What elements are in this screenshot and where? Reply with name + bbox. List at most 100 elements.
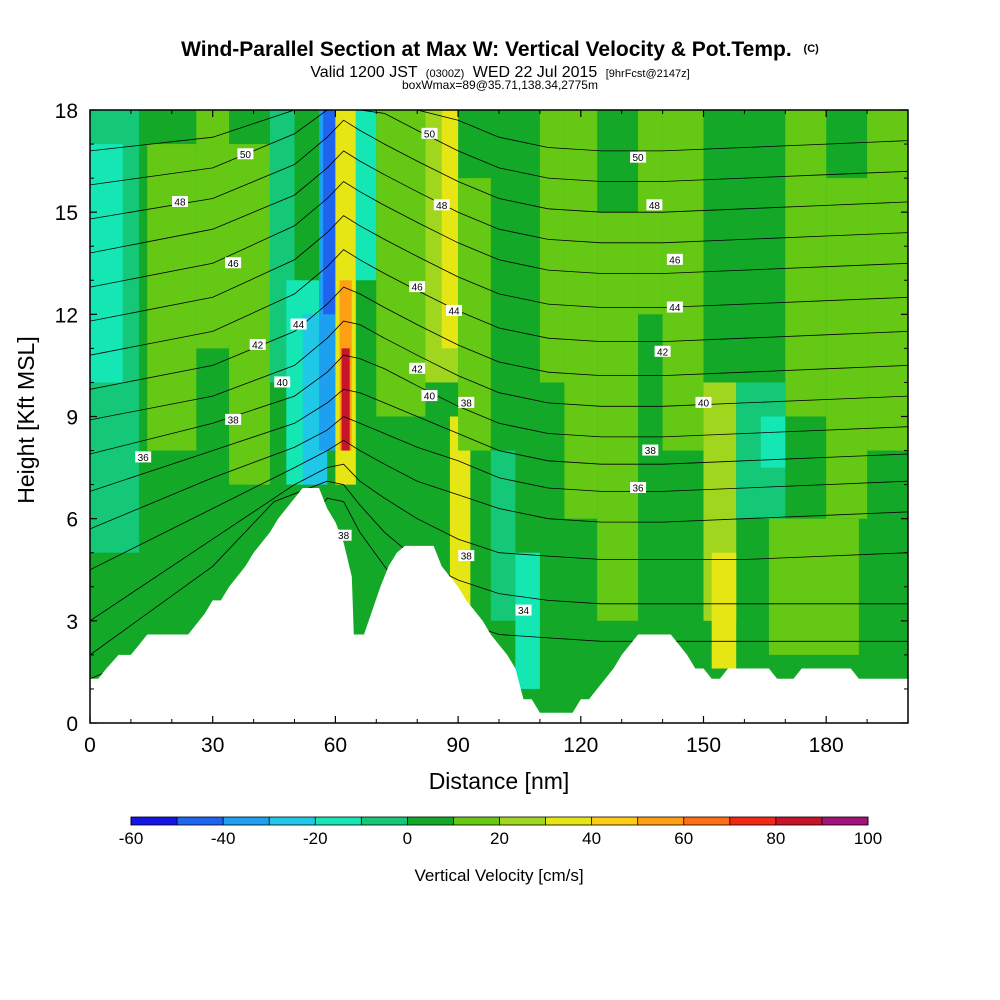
colorbar-tick-label-1: -40 — [211, 829, 236, 848]
svg-text:48: 48 — [649, 201, 661, 212]
colorbar-swatch-10 — [591, 817, 638, 825]
colorbar-swatch-12 — [683, 817, 730, 825]
contour-labels: 36 38 40 42 44 46 48 50 38 42 40 38 46 44 48 50 38 34 50 48… — [135, 127, 712, 617]
valid-date: WED 22 Jul 2015 — [473, 64, 598, 81]
x-axis-label: Distance [nm] — [429, 768, 570, 794]
terrain — [90, 488, 908, 723]
y-tick-label-0: 0 — [66, 713, 78, 736]
chart-title: Wind-Parallel Section at Max W: Vertical… — [181, 38, 792, 61]
svg-text:44: 44 — [669, 303, 681, 314]
theta-contour-5 — [90, 388, 908, 492]
w-cell-22 — [515, 552, 540, 689]
svg-text:42: 42 — [252, 340, 264, 351]
y-tick-label-4: 12 — [55, 304, 78, 327]
colorbar-tick-label-0: -60 — [119, 829, 144, 848]
colorbar-swatch-13 — [729, 817, 776, 825]
svg-text:36: 36 — [138, 453, 150, 464]
theta-label-19: 48 — [646, 199, 663, 212]
theta-label-12: 46 — [409, 281, 426, 294]
svg-text:42: 42 — [412, 364, 424, 375]
theta-label-13: 44 — [446, 304, 463, 317]
theta-label-18: 50 — [630, 151, 647, 164]
svg-text:40: 40 — [424, 392, 436, 403]
colorbar-swatch-4 — [315, 817, 362, 825]
svg-text:38: 38 — [228, 415, 240, 426]
y-tick-label-1: 3 — [66, 611, 78, 634]
w-cell-19 — [449, 416, 471, 621]
y-axis-label: Height [Kft MSL] — [13, 336, 39, 503]
theta-label-23: 40 — [695, 396, 712, 409]
colorbar-swatch-11 — [637, 817, 684, 825]
x-tick-label-1: 30 — [201, 734, 224, 757]
colorbar-swatch-5 — [361, 817, 408, 825]
svg-text:Valid 1200 JST (0300Z): Valid 1200 JST (0300Z) WED 22 Jul 2015 [… — [310, 64, 689, 81]
theta-label-11: 38 — [458, 396, 475, 409]
svg-text:46: 46 — [412, 283, 424, 294]
svg-text:38: 38 — [645, 446, 657, 457]
theta-label-21: 44 — [666, 301, 683, 314]
theta-label-4: 44 — [290, 318, 307, 331]
theta-contour-6 — [90, 354, 908, 455]
colorbar-swatch-3 — [269, 817, 316, 825]
theta-label-3: 42 — [249, 338, 266, 351]
svg-text:34: 34 — [518, 606, 530, 617]
w-cell-24 — [564, 110, 598, 519]
theta-label-24: 38 — [642, 444, 659, 457]
svg-text:38: 38 — [461, 398, 473, 409]
w-cell-32 — [785, 110, 827, 417]
colorbar-swatch-8 — [499, 817, 546, 825]
vertical-velocity-field — [90, 110, 908, 723]
forecast-info: [9hrFcst@2147z] — [606, 68, 690, 80]
theta-label-10: 40 — [421, 390, 438, 403]
svg-text:48: 48 — [436, 201, 448, 212]
theta-contour-2 — [90, 463, 908, 622]
y-tick-label-6: 18 — [55, 100, 78, 123]
svg-text:40: 40 — [698, 398, 710, 409]
w-cell-33 — [826, 178, 868, 519]
theta-label-8: 38 — [335, 529, 352, 542]
colorbar-tick-label-3: 0 — [403, 829, 412, 848]
theta-label-1: 38 — [225, 413, 242, 426]
svg-text:50: 50 — [632, 153, 644, 164]
w-cell-14 — [343, 382, 348, 434]
theta-label-9: 42 — [409, 362, 426, 375]
theta-label-16: 38 — [458, 550, 475, 563]
theta-label-2: 40 — [274, 376, 291, 389]
colorbar-swatch-14 — [775, 817, 822, 825]
colorbar-swatch-0 — [131, 817, 178, 825]
y-tick-label-2: 6 — [66, 509, 78, 532]
x-tick-label-0: 0 — [84, 734, 96, 757]
w-cell-2 — [90, 144, 123, 383]
x-tick-label-3: 90 — [446, 734, 469, 757]
svg-text:44: 44 — [293, 320, 305, 331]
svg-text:44: 44 — [448, 306, 460, 317]
colorbar-title: Vertical Velocity [cm/s] — [414, 866, 583, 885]
theta-label-15: 50 — [421, 127, 438, 140]
colorbar-tick-label-8: 100 — [854, 829, 882, 848]
svg-text:46: 46 — [669, 255, 681, 266]
y-tick-label-5: 15 — [55, 202, 78, 225]
y-tick-label-3: 9 — [66, 407, 78, 430]
theta-label-20: 46 — [666, 253, 683, 266]
x-tick-label-2: 60 — [324, 734, 347, 757]
theta-contour-4 — [90, 416, 908, 530]
theta-contour-9 — [90, 249, 908, 356]
colorbar-tick-label-6: 60 — [674, 829, 693, 848]
colorbar-swatch-1 — [177, 817, 224, 825]
w-cell-29 — [711, 552, 737, 669]
theta-contour-3 — [90, 439, 908, 571]
colorbar-tick-label-2: -20 — [303, 829, 328, 848]
copyright-mark: (C) — [804, 43, 820, 55]
colorbar-swatch-15 — [821, 817, 868, 825]
theta-contour-15 — [90, 110, 908, 152]
w-cell-23 — [539, 110, 565, 383]
svg-text:38: 38 — [338, 531, 350, 542]
colorbar-tick-label-4: 20 — [490, 829, 509, 848]
svg-text:36: 36 — [632, 484, 644, 495]
w-cell-10 — [323, 110, 336, 315]
w-cell-27 — [662, 110, 704, 451]
theta-label-25: 36 — [630, 482, 647, 495]
utc-time: (0300Z) — [426, 68, 465, 80]
theta-contour-10 — [90, 215, 908, 322]
